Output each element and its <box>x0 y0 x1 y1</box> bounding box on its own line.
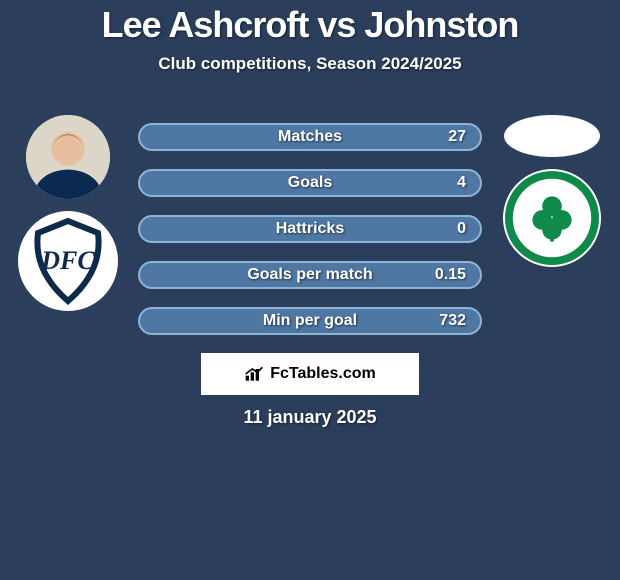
stat-bar-value: 4 <box>457 174 466 192</box>
stat-bar: Hattricks 0 <box>138 215 482 243</box>
svg-text:DFC: DFC <box>40 246 95 275</box>
right-player-column <box>492 115 612 267</box>
club-crest-icon <box>503 169 601 267</box>
player-silhouette-icon <box>26 115 110 199</box>
page-title: Lee Ashcroft vs Johnston <box>0 0 620 46</box>
page-subtitle: Club competitions, Season 2024/2025 <box>0 54 620 74</box>
left-player-photo <box>26 115 110 199</box>
brand-text: FcTables.com <box>270 365 376 383</box>
stat-bar-label: Goals per match <box>247 266 372 284</box>
stat-bar-value: 0.15 <box>435 266 466 284</box>
left-player-column: DFC <box>8 115 128 311</box>
stat-bar-label: Matches <box>278 128 342 146</box>
stat-bar: Matches 27 <box>138 123 482 151</box>
stat-bar: Min per goal 732 <box>138 307 482 335</box>
right-club-badge <box>503 169 601 267</box>
stat-bar-label: Min per goal <box>263 312 357 330</box>
stat-bar-label: Hattricks <box>276 220 344 238</box>
date-label: 11 january 2025 <box>0 407 620 428</box>
left-club-badge: DFC <box>18 211 118 311</box>
stats-bars: Matches 27 Goals 4 Hattricks 0 Goals per match… <box>138 123 482 335</box>
stat-bar-label: Goals <box>288 174 332 192</box>
brand-badge: FcTables.com <box>201 353 419 395</box>
stat-bar: Goals 4 <box>138 169 482 197</box>
stat-bar-value: 27 <box>448 128 466 146</box>
right-player-photo-placeholder <box>504 115 600 157</box>
stat-bar-value: 0 <box>457 220 466 238</box>
bar-chart-icon <box>244 365 264 383</box>
stat-bar-value: 732 <box>439 312 466 330</box>
stat-bar: Goals per match 0.15 <box>138 261 482 289</box>
shield-icon: DFC <box>18 211 118 311</box>
